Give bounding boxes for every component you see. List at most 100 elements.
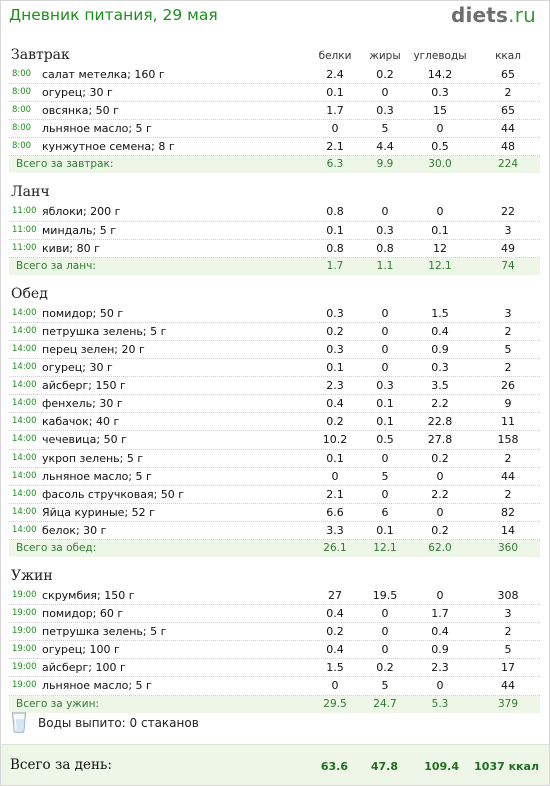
food-name[interactable]: белок; 30 г <box>42 523 107 537</box>
carbs-value: 0.9 <box>431 342 449 356</box>
food-row[interactable]: 14:00 белок; 30 г 3.3 0.1 0.2 14 <box>9 522 540 540</box>
food-name[interactable]: чечевица; 50 г <box>42 433 127 447</box>
food-name[interactable]: скрумбия; 150 г <box>42 588 135 602</box>
meal-header: Ланч <box>9 181 540 203</box>
food-name[interactable]: айсберг; 100 г <box>42 661 126 675</box>
total-kcal-value: 224 <box>497 158 519 171</box>
food-row[interactable]: 14:00 укроп зелень; 5 г 0.1 0 0.2 2 <box>9 450 540 468</box>
meal-total-row: Всего за обед: 26.1 12.1 62.0 360 <box>9 539 540 557</box>
food-row[interactable]: 19:00 помидор; 60 г 0.4 0 1.7 3 <box>9 605 540 624</box>
food-name[interactable]: фенхель; 30 г <box>42 397 123 411</box>
food-row[interactable]: 8:00 льняное масло; 5 г 0 5 0 44 <box>9 120 540 139</box>
food-row[interactable]: 14:00 чечевица; 50 г 10.2 0.5 27.8 158 <box>9 431 540 450</box>
food-row[interactable]: 14:00 фенхель; 30 г 0.4 0.1 2.2 9 <box>9 395 540 414</box>
meal-time: 19:00 <box>12 680 37 691</box>
food-name[interactable]: льняное масло; 5 г <box>42 469 152 483</box>
food-name[interactable]: укроп зелень; 5 г <box>42 451 144 465</box>
carbs-value: 27.8 <box>427 433 453 447</box>
food-name[interactable]: кунжутное семена; 8 г <box>42 140 175 154</box>
kcal-value: 14 <box>501 523 515 537</box>
food-name[interactable]: льняное масло; 5 г <box>42 679 152 693</box>
food-row[interactable]: 11:00 киви; 80 г 0.8 0.8 12 49 <box>9 240 540 258</box>
day-total-protein: 63.6 <box>320 760 348 773</box>
kcal-value: 65 <box>501 104 515 118</box>
day-total-bar: Всего за день: 63.6 47.8 109.4 1037 ккал <box>1 744 549 785</box>
meal-time: 11:00 <box>12 224 37 235</box>
meal-header: Завтрак белки жиры углеводы ккал <box>9 44 540 66</box>
food-name[interactable]: петрушка зелень; 5 г <box>42 324 167 338</box>
protein-value: 0.2 <box>326 625 344 639</box>
food-name[interactable]: овсянка; 50 г <box>42 104 119 118</box>
food-row[interactable]: 8:00 огурец; 30 г 0.1 0 0.3 2 <box>9 84 540 103</box>
food-row[interactable]: 14:00 помидор; 50 г 0.3 0 1.5 3 <box>9 305 540 323</box>
carbs-value: 0 <box>436 679 444 693</box>
food-row[interactable]: 19:00 огурец; 100 г 0.4 0 0.9 5 <box>9 641 540 660</box>
food-name[interactable]: огурец; 30 г <box>42 86 113 100</box>
food-name[interactable]: Яйца куриные; 52 г <box>42 505 155 519</box>
protein-value: 2.4 <box>326 68 344 81</box>
food-name[interactable]: кабачок; 40 г <box>42 415 120 429</box>
protein-value: 0 <box>331 679 339 693</box>
food-name[interactable]: яблоки; 200 г <box>42 205 121 219</box>
total-protein-value: 26.1 <box>323 541 347 554</box>
food-row[interactable]: 14:00 кабачок; 40 г 0.2 0.1 22.8 11 <box>9 413 540 432</box>
food-name[interactable]: миндаль; 5 г <box>42 223 116 237</box>
food-row[interactable]: 8:00 овсянка; 50 г 1.7 0.3 15 65 <box>9 102 540 121</box>
food-name[interactable]: перец зелен; 20 г <box>42 342 145 356</box>
food-row[interactable]: 8:00 салат метелка; 160 г 2.4 0.2 14.2 65 <box>9 66 540 85</box>
food-row[interactable]: 11:00 яблоки; 200 г 0.8 0 0 22 <box>9 203 540 222</box>
food-name[interactable]: салат метелка; 160 г <box>42 68 165 81</box>
protein-value: 0.4 <box>326 643 344 657</box>
food-row[interactable]: 14:00 петрушка зелень; 5 г 0.2 0 0.4 2 <box>9 323 540 341</box>
food-name[interactable]: петрушка зелень; 5 г <box>42 625 167 639</box>
food-name[interactable]: помидор; 50 г <box>42 306 124 320</box>
meal-title: Обед <box>11 285 48 302</box>
food-row[interactable]: 19:00 петрушка зелень; 5 г 0.2 0 0.4 2 <box>9 623 540 642</box>
fat-value: 0 <box>381 361 389 375</box>
food-name[interactable]: помидор; 60 г <box>42 607 124 621</box>
water-glass-icon[interactable] <box>11 712 27 733</box>
water-counter: Воды выпито: 0 стаканов <box>11 711 411 735</box>
kcal-value: 3 <box>504 223 512 237</box>
food-row[interactable]: 11:00 миндаль; 5 г 0.1 0.3 0.1 3 <box>9 222 540 240</box>
meal-time: 14:00 <box>12 506 37 517</box>
kcal-value: 11 <box>501 415 515 429</box>
fat-value: 0.3 <box>376 104 394 118</box>
meal-title: Завтрак <box>11 47 70 63</box>
food-row[interactable]: 14:00 фасоль стручковая; 50 г 2.1 0 2.2 2 <box>9 486 540 504</box>
carbs-value: 0.9 <box>431 643 449 657</box>
food-name[interactable]: айсберг; 150 г <box>42 379 126 393</box>
food-name[interactable]: льняное масло; 5 г <box>42 122 152 136</box>
food-row[interactable]: 8:00 кунжутное семена; 8 г 2.1 4.4 0.5 48 <box>9 138 540 157</box>
carbs-value: 0.1 <box>431 223 449 237</box>
food-name[interactable]: киви; 80 г <box>42 241 100 255</box>
kcal-value: 158 <box>497 433 519 447</box>
food-row[interactable]: 14:00 айсберг; 150 г 2.3 0.3 3.5 26 <box>9 377 540 396</box>
food-row[interactable]: 19:00 айсберг; 100 г 1.5 0.2 2.3 17 <box>9 659 540 678</box>
food-row[interactable]: 19:00 льняное масло; 5 г 0 5 0 44 <box>9 677 540 696</box>
food-row[interactable]: 14:00 льняное масло; 5 г 0 5 0 44 <box>9 468 540 486</box>
food-row[interactable]: 14:00 огурец; 30 г 0.1 0 0.3 2 <box>9 359 540 378</box>
carbs-value: 0 <box>436 588 444 602</box>
food-row[interactable]: 14:00 перец зелен; 20 г 0.3 0 0.9 5 <box>9 341 540 360</box>
kcal-value: 48 <box>501 140 515 154</box>
total-carbs-value: 5.3 <box>431 697 449 710</box>
kcal-value: 2 <box>504 487 512 501</box>
protein-value: 0.1 <box>326 361 344 375</box>
food-row[interactable]: 19:00 скрумбия; 150 г 27 19.5 0 308 <box>9 587 540 606</box>
carbs-value: 0.4 <box>431 625 449 639</box>
water-text: Воды выпито: 0 стаканов <box>38 716 199 730</box>
protein-value: 0.1 <box>326 451 344 465</box>
site-logo[interactable]: diets.ru <box>451 3 536 27</box>
food-name[interactable]: фасоль стручковая; 50 г <box>42 487 185 501</box>
meal-total-label: Всего за ужин: <box>16 697 99 710</box>
meal-time: 8:00 <box>12 69 32 79</box>
food-row[interactable]: 14:00 Яйца куриные; 52 г 6.6 6 0 82 <box>9 504 540 522</box>
carbs-value: 0.3 <box>431 361 449 375</box>
fat-value: 0 <box>381 342 389 356</box>
food-name[interactable]: огурец; 100 г <box>42 643 120 657</box>
total-fat-value: 24.7 <box>373 697 397 710</box>
food-name[interactable]: огурец; 30 г <box>42 361 113 375</box>
protein-value: 2.1 <box>326 487 344 501</box>
fat-value: 0.3 <box>376 223 394 237</box>
